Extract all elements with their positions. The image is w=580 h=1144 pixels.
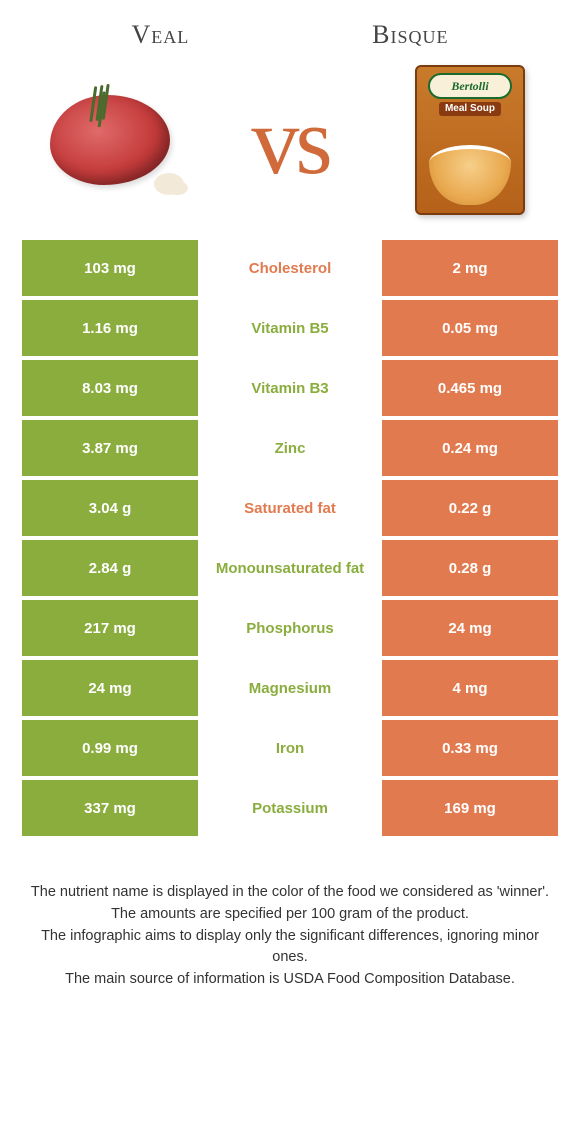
left-value: 217 mg	[22, 600, 198, 656]
right-value: 0.465 mg	[382, 360, 558, 416]
nutrient-label: Zinc	[202, 420, 378, 476]
left-value: 2.84 g	[22, 540, 198, 596]
table-row: 217 mgPhosphorus24 mg	[22, 600, 558, 656]
table-row: 0.99 mgIron0.33 mg	[22, 720, 558, 776]
right-value: 0.33 mg	[382, 720, 558, 776]
right-value: 0.28 g	[382, 540, 558, 596]
right-value: 0.22 g	[382, 480, 558, 536]
images-row: vs Bertolli Meal Soup	[0, 60, 580, 240]
nutrient-label: Saturated fat	[202, 480, 378, 536]
table-row: 337 mgPotassium169 mg	[22, 780, 558, 836]
table-row: 3.04 gSaturated fat0.22 g	[22, 480, 558, 536]
table-row: 103 mgCholesterol2 mg	[22, 240, 558, 296]
bisque-image: Bertolli Meal Soup	[390, 70, 550, 210]
nutrient-label: Monounsaturated fat	[202, 540, 378, 596]
bisque-sub-label: Meal Soup	[439, 102, 501, 116]
left-value: 3.04 g	[22, 480, 198, 536]
table-row: 2.84 gMonounsaturated fat0.28 g	[22, 540, 558, 596]
bisque-brand-label: Bertolli	[428, 73, 512, 99]
footnote-line: The main source of information is USDA F…	[28, 969, 552, 991]
vs-label: vs	[251, 85, 328, 196]
right-value: 0.24 mg	[382, 420, 558, 476]
right-food-title: Bisque	[372, 20, 448, 50]
nutrient-label: Magnesium	[202, 660, 378, 716]
table-row: 24 mgMagnesium4 mg	[22, 660, 558, 716]
right-value: 4 mg	[382, 660, 558, 716]
right-value: 169 mg	[382, 780, 558, 836]
footnote: The nutrient name is displayed in the co…	[28, 882, 552, 991]
soup-bowl-icon	[429, 145, 511, 205]
left-value: 0.99 mg	[22, 720, 198, 776]
footnote-line: The amounts are specified per 100 gram o…	[28, 904, 552, 926]
footnote-line: The infographic aims to display only the…	[28, 926, 552, 970]
nutrient-label: Vitamin B3	[202, 360, 378, 416]
right-value: 2 mg	[382, 240, 558, 296]
veal-meat-icon	[50, 95, 170, 185]
left-value: 24 mg	[22, 660, 198, 716]
left-food-title: Veal	[131, 20, 189, 50]
nutrient-label: Iron	[202, 720, 378, 776]
table-row: 8.03 mgVitamin B30.465 mg	[22, 360, 558, 416]
nutrient-label: Potassium	[202, 780, 378, 836]
table-row: 3.87 mgZinc0.24 mg	[22, 420, 558, 476]
nutrient-label: Phosphorus	[202, 600, 378, 656]
nutrient-table: 103 mgCholesterol2 mg1.16 mgVitamin B50.…	[22, 240, 558, 836]
right-value: 24 mg	[382, 600, 558, 656]
right-value: 0.05 mg	[382, 300, 558, 356]
veal-image	[30, 70, 190, 210]
left-value: 8.03 mg	[22, 360, 198, 416]
table-row: 1.16 mgVitamin B50.05 mg	[22, 300, 558, 356]
left-value: 337 mg	[22, 780, 198, 836]
left-value: 103 mg	[22, 240, 198, 296]
footnote-line: The nutrient name is displayed in the co…	[28, 882, 552, 904]
nutrient-label: Vitamin B5	[202, 300, 378, 356]
nutrient-label: Cholesterol	[202, 240, 378, 296]
header-row: Veal Bisque	[0, 0, 580, 60]
left-value: 1.16 mg	[22, 300, 198, 356]
left-value: 3.87 mg	[22, 420, 198, 476]
bisque-box-icon: Bertolli Meal Soup	[415, 65, 525, 215]
